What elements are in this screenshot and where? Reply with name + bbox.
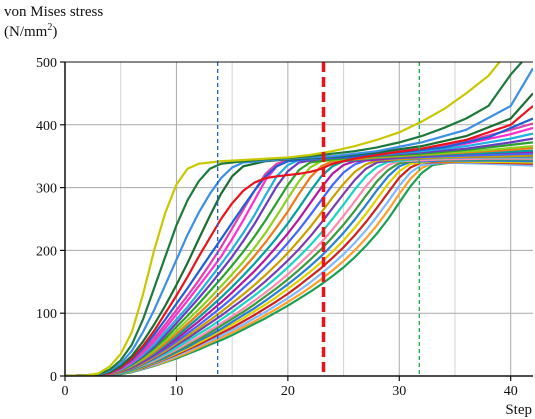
x-tick-label: 30 xyxy=(392,384,406,399)
y-tick-label: 0 xyxy=(50,370,57,385)
series-line xyxy=(65,62,523,376)
y-tick-label: 400 xyxy=(36,119,57,134)
y-tick-label: 100 xyxy=(36,307,57,322)
x-tick-label: 40 xyxy=(504,384,518,399)
series-line xyxy=(65,154,533,376)
reference-lines xyxy=(217,62,420,376)
x-tick-label: 10 xyxy=(169,384,183,399)
series-line xyxy=(65,105,533,376)
y-axis-unit: (N/mm2) xyxy=(4,22,58,41)
y-tick-label: 200 xyxy=(36,244,57,259)
axes xyxy=(60,61,533,381)
y-axis-title: von Mises stress xyxy=(4,4,104,20)
y-tick-label: 500 xyxy=(36,56,57,71)
y-tick-label: 300 xyxy=(36,182,57,197)
series-line xyxy=(65,67,533,376)
x-axis-title: Step xyxy=(505,402,532,418)
x-tick-label: 20 xyxy=(281,384,295,399)
series-line xyxy=(65,62,501,376)
x-tick-label: 0 xyxy=(62,384,69,399)
series-group xyxy=(65,62,533,376)
series-line xyxy=(65,92,533,376)
tick-labels: 0 100 200 300 400 500 0 10 20 30 40 xyxy=(36,56,518,399)
